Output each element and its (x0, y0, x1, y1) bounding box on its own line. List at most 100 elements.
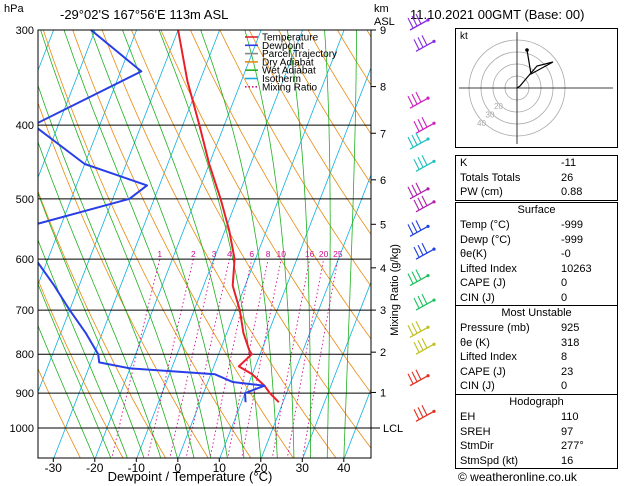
surface-row: CIN (J) 0 (456, 291, 617, 306)
x-axis-label: Dewpoint / Temperature (°C) (108, 469, 273, 484)
hodograph-table-title: Hodograph (509, 396, 564, 408)
unstable-row: CIN (J) 0 (456, 379, 617, 394)
mixing-ratio-label: 8 (266, 249, 271, 259)
wet-adiabat-line (343, 30, 357, 458)
unstable-value: 23 (561, 365, 574, 378)
pressure-tick-label: 400 (16, 120, 34, 132)
isotherm-line (38, 30, 138, 286)
wet-adiabat-line (38, 84, 178, 458)
basic-value: -11 (561, 157, 577, 169)
hodograph-table: Hodograph EH 110 SREH 97 StmDir 277° StmSpd (k… (455, 394, 618, 470)
km-unit-label: km (374, 3, 389, 15)
mixing-ratio-axis-label: Mixing Ratio (g/kg) (389, 244, 401, 336)
unstable-value: 318 (561, 336, 580, 349)
copyright-footer: © weatheronline.co.uk (458, 470, 577, 484)
km-tick-label: 6 (380, 175, 386, 187)
most-unstable-table: Most Unstable Pressure (mb) 925 θe (K) 318 L… (455, 305, 618, 395)
wet-adiabat-line (38, 140, 162, 458)
wet-adiabat-line (38, 238, 128, 458)
wind-barb (413, 242, 436, 260)
hodo-value: 97 (561, 425, 574, 438)
dry-adiabat-line (38, 278, 124, 458)
unstable-value: 925 (561, 322, 580, 334)
asl-unit-label: ASL (374, 16, 395, 28)
legend-label: Parcel Trajectory (262, 49, 337, 60)
mixing-ratio-label: 2 (191, 249, 196, 259)
legend-label: Dry Adiabat (262, 57, 314, 68)
isotherm-line (302, 280, 371, 458)
km-tick-label: 1 (380, 387, 386, 399)
basic-label: K (460, 157, 468, 169)
unstable-row: θe (K) 318 (456, 336, 617, 351)
mixing-ratio-line (227, 259, 269, 458)
hodo-label: StmDir (460, 440, 494, 453)
pressure-tick-label: 600 (16, 254, 34, 266)
dry-adiabat-line (72, 30, 294, 458)
unstable-label: CAPE (J) (460, 365, 506, 378)
mixing-ratio-line (286, 259, 325, 458)
temp-tick-label: -20 (86, 461, 104, 475)
wind-barb (407, 369, 430, 387)
pressure-tick-label: 300 (16, 25, 34, 37)
mixing-ratio-line (147, 258, 194, 458)
temp-tick-label: 10 (213, 461, 227, 475)
unstable-value: 8 (561, 351, 568, 364)
wet-adiabat-line (38, 324, 95, 458)
unstable-label: θe (K) (460, 336, 490, 349)
surface-row: Lifted Index 10263 (456, 262, 617, 277)
mixing-ratio-line (185, 259, 230, 458)
location-title: -29°02'S 167°56'E 113m ASL (60, 7, 229, 22)
dry-adiabat-line (189, 30, 371, 340)
wind-barb (413, 117, 436, 134)
km-tick-label: 2 (380, 347, 386, 359)
dry-adiabat-line (160, 30, 371, 394)
unstable-label: CIN (J) (460, 380, 495, 393)
hodo-label: StmSpd (kt) (460, 454, 519, 467)
surface-value: -0 (561, 248, 571, 261)
plot-frame (37, 29, 372, 459)
km-tick-label: 4 (380, 263, 386, 275)
surface-row: CAPE (J) 0 (456, 276, 617, 291)
isotherm-line (38, 30, 96, 179)
surface-value: -999 (561, 219, 584, 231)
dry-adiabat-line (38, 367, 81, 458)
basic-value: 0.88 (561, 186, 583, 199)
most-unstable-title: Most Unstable (501, 307, 572, 319)
temp-tick-label: 0 (174, 461, 181, 475)
surface-title: Surface (517, 204, 556, 216)
dry-adiabat-line (101, 30, 337, 458)
wind-barb (413, 155, 436, 172)
legend-label: Wet Adiabat (262, 66, 316, 77)
mixing-ratio-label: 25 (333, 249, 343, 259)
surface-value: 0 (561, 291, 568, 304)
wind-barb (413, 35, 436, 52)
hodo-value: 16 (561, 454, 574, 467)
wind-barb (407, 132, 430, 150)
basic-row: K -11 (456, 156, 617, 171)
mixing-ratio-line (271, 259, 311, 458)
legend-label: Isotherm (262, 74, 301, 85)
surface-value: 0 (561, 277, 568, 290)
chart-profiles (38, 30, 280, 403)
temp-tick-label: -10 (128, 461, 146, 475)
surface-row: θe(K) -0 (456, 247, 617, 262)
mixing-ratio-line (169, 259, 215, 458)
basic-value: 26 (561, 171, 574, 184)
surface-label: CAPE (J) (460, 277, 506, 290)
pressure-tick-label: 700 (16, 305, 34, 317)
wet-adiabat-line (244, 30, 295, 458)
dewpoint-profile (38, 30, 266, 403)
unstable-row: CAPE (J) 23 (456, 365, 617, 380)
pressure-tick-label: 500 (16, 194, 34, 206)
wind-barb (407, 269, 430, 287)
hodograph-point (525, 48, 529, 52)
wind-barbs (407, 13, 436, 422)
temp-tick-label: 20 (254, 461, 268, 475)
hodograph-ring-label: 20 (494, 102, 503, 111)
hodo-value: 277° (561, 440, 584, 453)
hodograph-unit-label: kt (460, 31, 468, 42)
wind-barb (407, 13, 430, 31)
surface-table: Surface Temp (°C) -999 Dewp (°C) -999 θe(K) -… (455, 202, 618, 307)
